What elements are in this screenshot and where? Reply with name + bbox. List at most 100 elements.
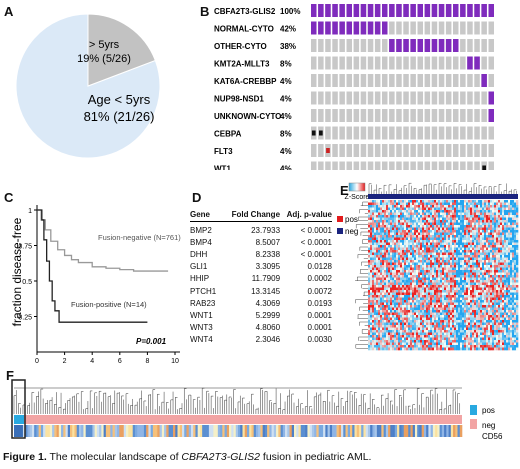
oncoprint-cell (382, 109, 388, 122)
oncoprint-alteration (396, 39, 402, 52)
oncoprint-cell (382, 161, 388, 170)
panel-d-label: D (192, 190, 202, 205)
clustering-panel: pos neg CD56 (11, 379, 503, 441)
oncoprint-row-pct: 4% (280, 77, 292, 86)
oncoprint-cell (389, 56, 395, 70)
oncoprint-alteration (389, 4, 395, 17)
oncoprint-cell (445, 161, 452, 170)
fold-change-cell: 23.7933 (251, 225, 281, 235)
p-value-cell: 0.0072 (307, 286, 332, 296)
table-row: WNT1 5.2999 0.0001 (190, 309, 332, 321)
pie-large-label-2: 81% (21/26) (84, 109, 155, 124)
fold-change-cell: 4.3069 (255, 298, 281, 308)
oncoprint-cell (453, 91, 459, 105)
oncoprint-cell (431, 144, 438, 157)
km-curve-fusion-negative (37, 209, 169, 272)
fold-change-table: Gene Fold Change Adj. p-value BMP2 23.793… (190, 210, 332, 346)
oncoprint-cell (488, 144, 494, 157)
oncoprint-cell (332, 56, 338, 70)
oncoprint-cell (460, 56, 466, 70)
panel-b-label: B (200, 4, 210, 19)
expression-heatmap: Z-Score pos neg (337, 182, 519, 351)
oncoprint-mutation (326, 148, 330, 153)
fold-change-cell: 11.7909 (251, 274, 281, 284)
gene-cell: RAB23 (190, 298, 216, 308)
oncoprint-alteration (403, 39, 409, 52)
heatmap-e-column-dendrogram (368, 182, 517, 194)
figure-caption: Figure 1. The molecular landscape of CBF… (3, 451, 371, 463)
oncoprint-cell (332, 109, 338, 122)
oncoprint-cell (353, 144, 360, 157)
p-value-cell: 0.0193 (307, 298, 332, 308)
oncoprint-cell (467, 39, 473, 52)
oncoprint-alteration (424, 4, 431, 17)
oncoprint-cell (417, 109, 423, 122)
oncoprint-cell (396, 109, 402, 122)
oncoprint-cell (389, 144, 395, 157)
oncoprint-cell (481, 109, 487, 122)
legend-neg-swatch (337, 228, 343, 234)
oncoprint-alteration (467, 4, 473, 17)
oncoprint-mutation (311, 130, 316, 136)
oncoprint-alteration (346, 21, 352, 35)
oncoprint-cell (396, 74, 402, 87)
oncoprint-cell (311, 56, 317, 70)
oncoprint-cell (311, 74, 317, 87)
table-header: Gene Fold Change Adj. p-value (190, 210, 332, 222)
oncoprint-cell (417, 161, 423, 170)
cd56-label: CD56 (482, 432, 503, 441)
oncoprint-cell (417, 74, 423, 87)
oncoprint-cell (382, 74, 388, 87)
oncoprint-cell (346, 126, 352, 140)
fold-change-cell: 8.5007 (255, 237, 281, 247)
oncoprint-alteration (339, 4, 345, 17)
oncoprint-alteration (353, 4, 360, 17)
oncoprint-cell (346, 91, 352, 105)
oncoprint-cell (445, 109, 452, 122)
oncoprint-cell (438, 91, 445, 105)
oncoprint-alteration (318, 21, 324, 35)
panel-e-label: E (340, 183, 349, 198)
p-value-cell: < 0.0001 (300, 249, 332, 259)
oncoprint-row-label: CBFA2T3-GLIS2 (214, 7, 276, 16)
oncoprint-cell (396, 126, 402, 140)
oncoprint-cell (424, 126, 431, 140)
p-value-cell: < 0.0001 (300, 225, 332, 235)
oncoprint-cell (318, 91, 324, 105)
km-pos-label: Fusion-positive (N=14) (71, 300, 147, 309)
header-p-value: Adj. p-value (286, 210, 332, 219)
gene-cell: DHH (190, 249, 208, 259)
oncoprint-alteration (374, 21, 381, 35)
oncoprint-cell (318, 144, 324, 157)
oncoprint-cell (445, 56, 452, 70)
oncoprint-cell (318, 56, 324, 70)
oncoprint-cell (360, 144, 367, 157)
oncoprint-alteration (410, 4, 416, 17)
oncoprint-cell (325, 91, 331, 105)
panel-c-label: C (4, 190, 14, 205)
oncoprint-cell (438, 21, 445, 35)
oncoprint-row-label: NUP98-NSD1 (214, 95, 264, 104)
oncoprint-alteration (460, 4, 466, 17)
oncoprint-cell (467, 144, 473, 157)
oncoprint-cell (346, 56, 352, 70)
oncoprint-cell (481, 39, 487, 52)
oncoprint-mutation (482, 165, 486, 170)
oncoprint-alteration (431, 39, 438, 52)
oncoprint-cell (396, 21, 402, 35)
oncoprint-cell (360, 161, 367, 170)
fold-change-cell: 5.2999 (255, 310, 281, 320)
oncoprint-cell (311, 144, 317, 157)
oncoprint-cell (453, 21, 459, 35)
oncoprint-row-pct: 8% (280, 60, 292, 69)
oncoprint-cell (339, 56, 345, 70)
oncoprint-cell (488, 56, 494, 70)
caption-text-2: fusion in pediatric AML. (260, 451, 372, 463)
oncoprint-cell (346, 109, 352, 122)
gene-cell: GLI1 (190, 262, 208, 272)
pie-small-label-2: 19% (5/26) (77, 53, 131, 65)
caption-italic: CBFA2T3-GLIS2 (181, 451, 260, 463)
caption-text-1: The molecular landscape of (46, 451, 182, 463)
oncoprint-cell (374, 56, 381, 70)
oncoprint-cell (339, 126, 345, 140)
